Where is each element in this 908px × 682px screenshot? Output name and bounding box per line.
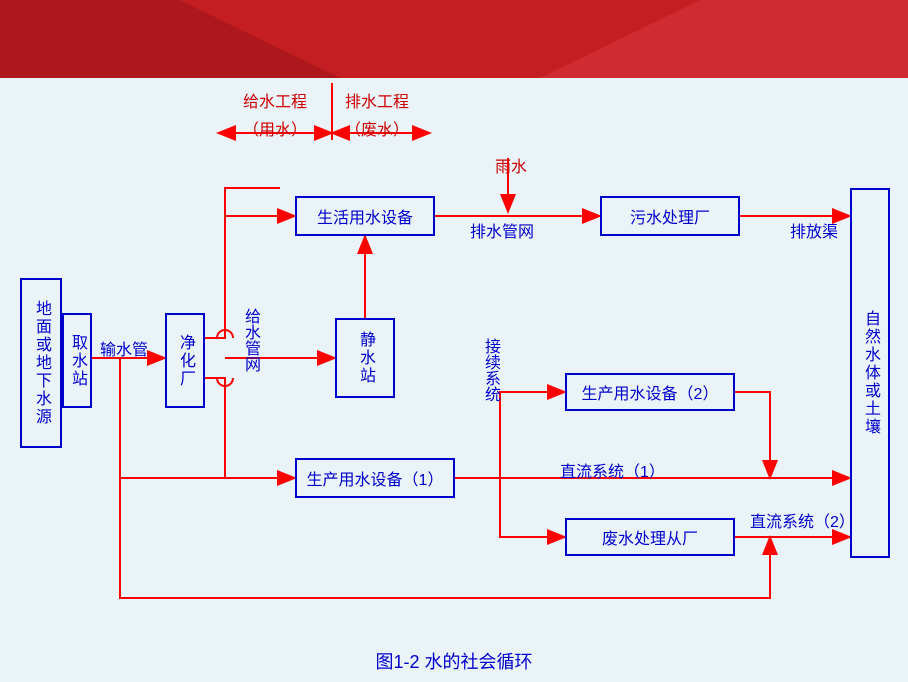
label-dc1: 直流系统（1） — [560, 458, 665, 482]
label-discharge: 排放渠 — [790, 218, 838, 242]
label-pipe-in: 输水管 — [100, 336, 148, 360]
label-rain: 雨水 — [495, 153, 527, 177]
label-top-supply-sub: （用水） — [243, 116, 307, 140]
node-nature: 自然水体或土壤 — [850, 188, 890, 558]
flow-lines — [0, 78, 908, 682]
label-dc2: 直流系统（2） — [750, 508, 855, 532]
label-top-drain: 排水工程 — [345, 88, 409, 112]
slide-header — [0, 0, 908, 78]
diagram-area: 地面或地下水源 取水站 净化厂 生活用水设备 静水站 生产用水设备（1） 生产用… — [0, 78, 908, 682]
node-wastewater: 废水处理从厂 — [565, 518, 735, 556]
label-top-supply: 给水工程 — [243, 88, 307, 112]
node-prod2: 生产用水设备（2） — [565, 373, 735, 411]
node-static: 静水站 — [335, 318, 395, 398]
figure-caption: 图1-2 水的社会循环 — [0, 648, 908, 674]
node-purify: 净化厂 — [165, 313, 205, 408]
label-connect: 接续系统 — [478, 338, 502, 402]
node-intake: 取水站 — [62, 313, 92, 408]
label-supply-net: 给水管网 — [238, 308, 262, 372]
node-prod1: 生产用水设备（1） — [295, 458, 455, 498]
header-shape — [0, 0, 908, 78]
label-drain-net: 排水管网 — [470, 218, 534, 242]
node-source: 地面或地下水源 — [20, 278, 62, 448]
node-sewage: 污水处理厂 — [600, 196, 740, 236]
node-domestic: 生活用水设备 — [295, 196, 435, 236]
label-top-drain-sub: （废水） — [345, 116, 409, 140]
